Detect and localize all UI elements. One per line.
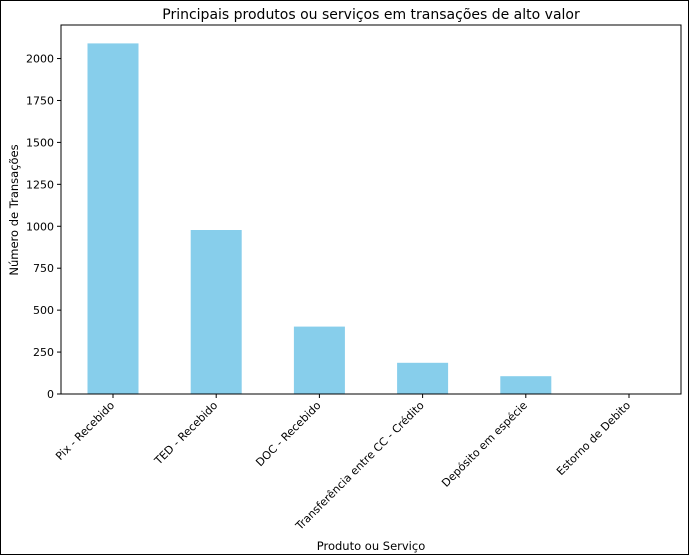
x-tick-label: Depósito em espécie (439, 399, 530, 490)
y-tick-label: 1750 (26, 94, 54, 107)
y-tick-label: 0 (47, 388, 54, 401)
y-ticks-group: 0 250 500 750 1000 1250 1500 1750 2000 (26, 53, 61, 401)
y-tick-label: 1500 (26, 136, 54, 149)
y-tick-label: 500 (33, 304, 54, 317)
y-tick-label: 750 (33, 262, 54, 275)
chart-title: Principais produtos ou serviços em trans… (162, 7, 580, 23)
x-tick-label: TED - Recebido (151, 399, 220, 468)
x-ticks-group: Pix - Recebido TED - Recebido DOC - Recebi… (53, 394, 633, 533)
bars-group (87, 43, 655, 395)
plot-area-frame (60, 24, 682, 395)
y-axis-label: Número de Transações (7, 144, 21, 275)
bar (87, 43, 139, 395)
y-tick-label: 1250 (26, 178, 54, 191)
y-tick-label: 250 (33, 346, 54, 359)
bar (397, 362, 449, 394)
bar (190, 230, 242, 394)
x-axis-label: Produto ou Serviço (317, 539, 425, 553)
bar (293, 326, 345, 394)
y-tick-label: 1000 (26, 220, 54, 233)
x-tick-label: Pix - Recebido (53, 399, 117, 463)
y-tick-label: 2000 (26, 53, 54, 66)
x-tick-label: Estorno de Debito (554, 399, 633, 478)
x-tick-label: DOC - Recebido (253, 399, 323, 469)
bar (500, 376, 552, 394)
